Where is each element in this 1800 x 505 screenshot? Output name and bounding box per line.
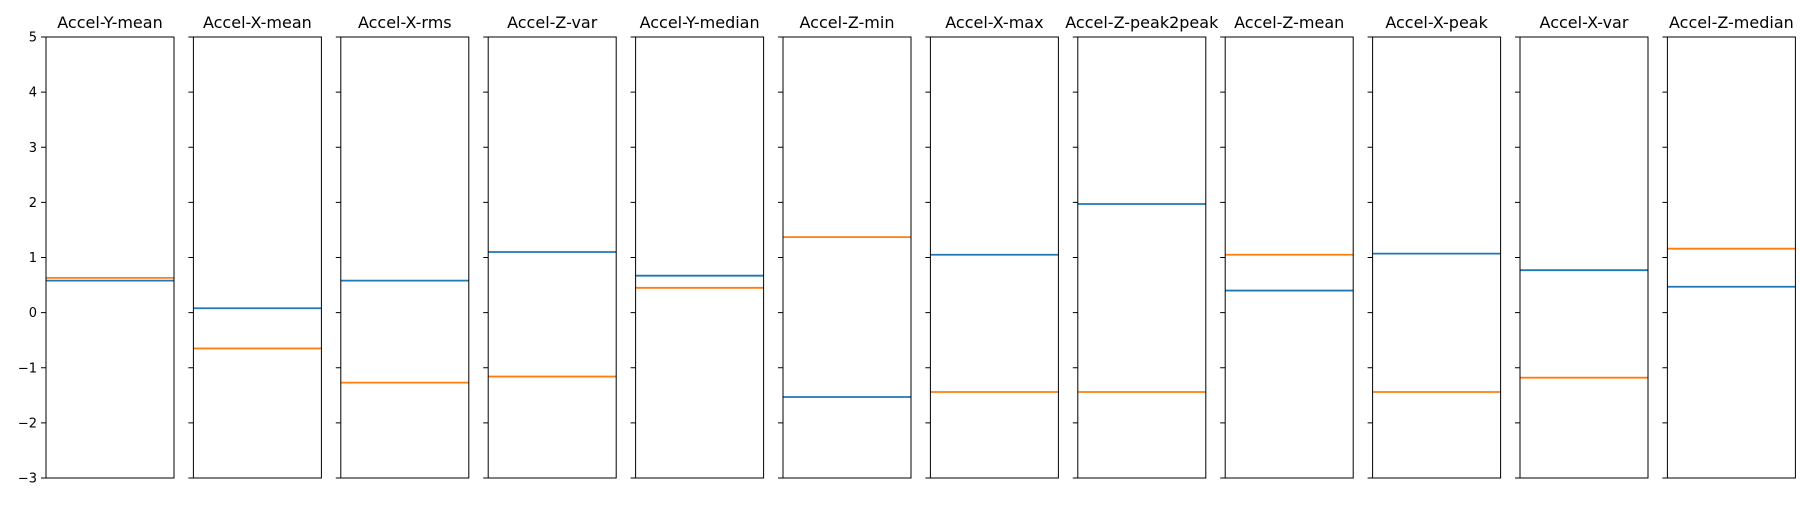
panel-12: Accel-Z-median [1662,13,1796,479]
panel-3: Accel-X-rms [335,13,470,479]
axes-frame [192,36,322,479]
y-tick-label: 5 [29,31,37,46]
panel-title: Accel-Y-median [640,13,760,32]
panel-2: Accel-X-mean [188,13,322,479]
panel-title: Accel-X-mean [203,13,312,32]
panel-9: Accel-Z-mean [1220,13,1354,479]
axes-frame [1372,36,1502,479]
y-tick-label: −3 [18,472,37,487]
panel-title: Accel-X-var [1540,13,1629,32]
axes-frame [1224,36,1354,479]
panel-title: Accel-Z-peak2peak [1065,13,1219,32]
panel-title: Accel-Y-mean [57,13,162,32]
panel-title: Accel-Z-mean [1234,13,1344,32]
axes-frame [929,36,1059,479]
panel-7: Accel-X-max [925,13,1059,479]
panel-10: Accel-X-peak [1367,13,1502,479]
y-tick-label: 0 [29,306,37,321]
axes-frame [1519,36,1649,479]
panel-5: Accel-Y-median [630,13,765,479]
y-tick-label: −2 [18,416,37,431]
panel-1: −3 −2 −1 0 1 2 3 4 5 Accel-Y-mean [18,13,175,487]
panel-4: Accel-Z-var [483,13,617,479]
y-tick-label: −1 [18,361,37,376]
y-tick-label: 3 [29,141,37,156]
panel-11: Accel-X-var [1515,13,1649,479]
panel-title: Accel-Z-median [1669,13,1794,32]
panel-title: Accel-X-rms [358,13,452,32]
panel-title: Accel-Z-min [800,13,895,32]
axes-frame [487,36,617,479]
axes-frame [1077,36,1207,479]
axes-frame [45,36,175,479]
panel-8: Accel-Z-peak2peak [1065,13,1219,479]
y-tick-label: 1 [29,251,37,266]
panel-title: Accel-X-max [945,13,1043,32]
y-tick-label: 4 [29,86,37,101]
axes-frame [1666,36,1796,479]
panel-6: Accel-Z-min [778,13,912,479]
y-tick-label: 2 [29,196,37,211]
axes-frame [782,36,912,479]
panel-title: Accel-X-peak [1385,13,1488,32]
axes-frame [635,36,765,479]
axes-frame [340,36,470,479]
panel-title: Accel-Z-var [507,13,598,32]
